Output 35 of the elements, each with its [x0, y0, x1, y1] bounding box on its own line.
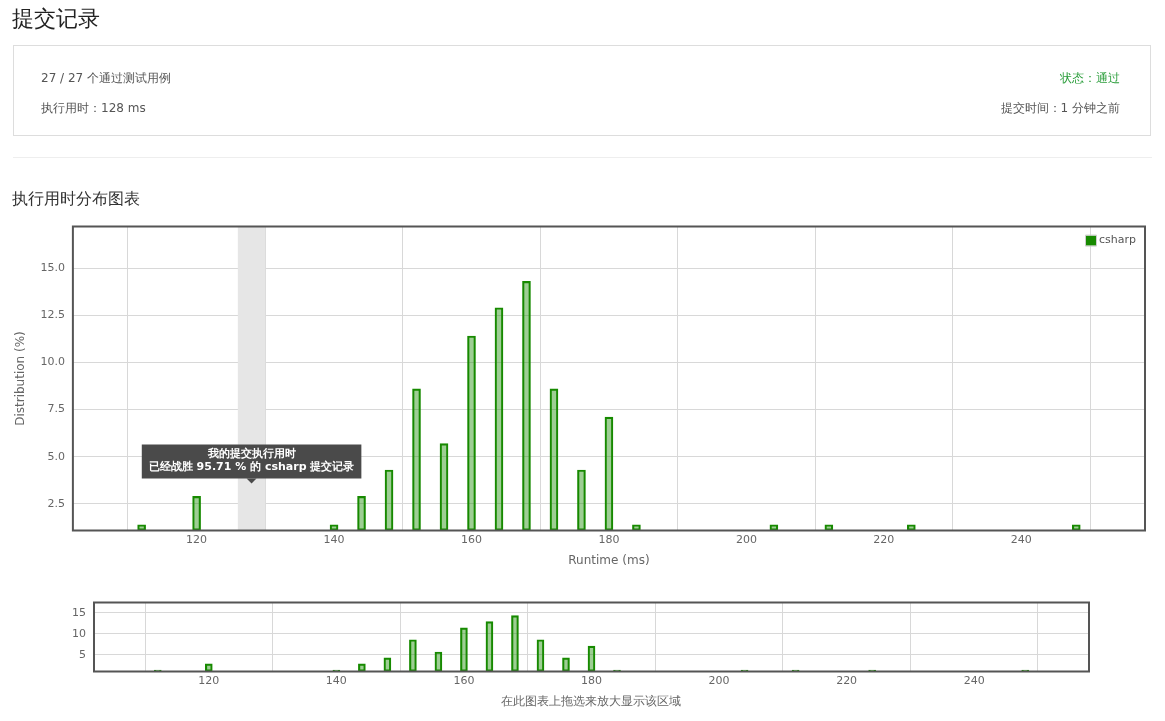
band-label: 我的提交执行用时	[206, 446, 296, 460]
x-tick-label: 200	[735, 532, 757, 546]
y-tick-label: 10	[72, 626, 86, 640]
x-axis-title: 在此图表上拖选来放大显示该区域	[501, 693, 682, 708]
text: 27 / 27 个通过测试用例	[41, 70, 172, 87]
x-tick-label: 220	[873, 532, 895, 546]
x-tick-label: 240	[1010, 532, 1032, 546]
y-tick-label: 15	[72, 605, 86, 619]
x-tick-label: 180	[598, 532, 620, 546]
y-axis-title: Distribution (%)	[13, 331, 28, 426]
x-tick-label: 120	[186, 532, 208, 546]
text: 执行用时：128 ms	[41, 100, 146, 117]
y-tick-label: 5	[79, 647, 86, 661]
x-tick-label: 160	[453, 673, 475, 687]
y-tick-label: 15.0	[40, 260, 65, 274]
text: 提交记录	[12, 5, 100, 33]
y-tick-label: 7.5	[47, 402, 65, 416]
y-tick-label: 10.0	[40, 355, 65, 369]
y-tick-label: 5.0	[47, 449, 65, 463]
x-tick-label: 140	[323, 532, 345, 546]
x-tick-label: 160	[461, 532, 482, 546]
annotation: 已经战胜 95.71 % 的 csharp 提交记录	[148, 459, 355, 473]
text: 提交时间：1 分钟之前	[1000, 100, 1120, 117]
legend-label: csharp	[1099, 233, 1137, 247]
chart-title: 执行用时分布图表	[12, 189, 140, 210]
x-tick-label: 180	[581, 673, 602, 687]
y-tick-label: 2.5	[47, 496, 65, 510]
x-tick-label: 120	[198, 673, 220, 687]
y-tick-label: 12.5	[40, 308, 65, 322]
x-tick-label: 200	[708, 673, 730, 687]
x-tick-label: 140	[325, 673, 347, 687]
x-axis-title: Runtime (ms)	[568, 552, 650, 567]
text: 状态：通过	[1060, 70, 1120, 87]
x-tick-label: 220	[836, 673, 858, 687]
x-tick-label: 240	[963, 673, 985, 687]
